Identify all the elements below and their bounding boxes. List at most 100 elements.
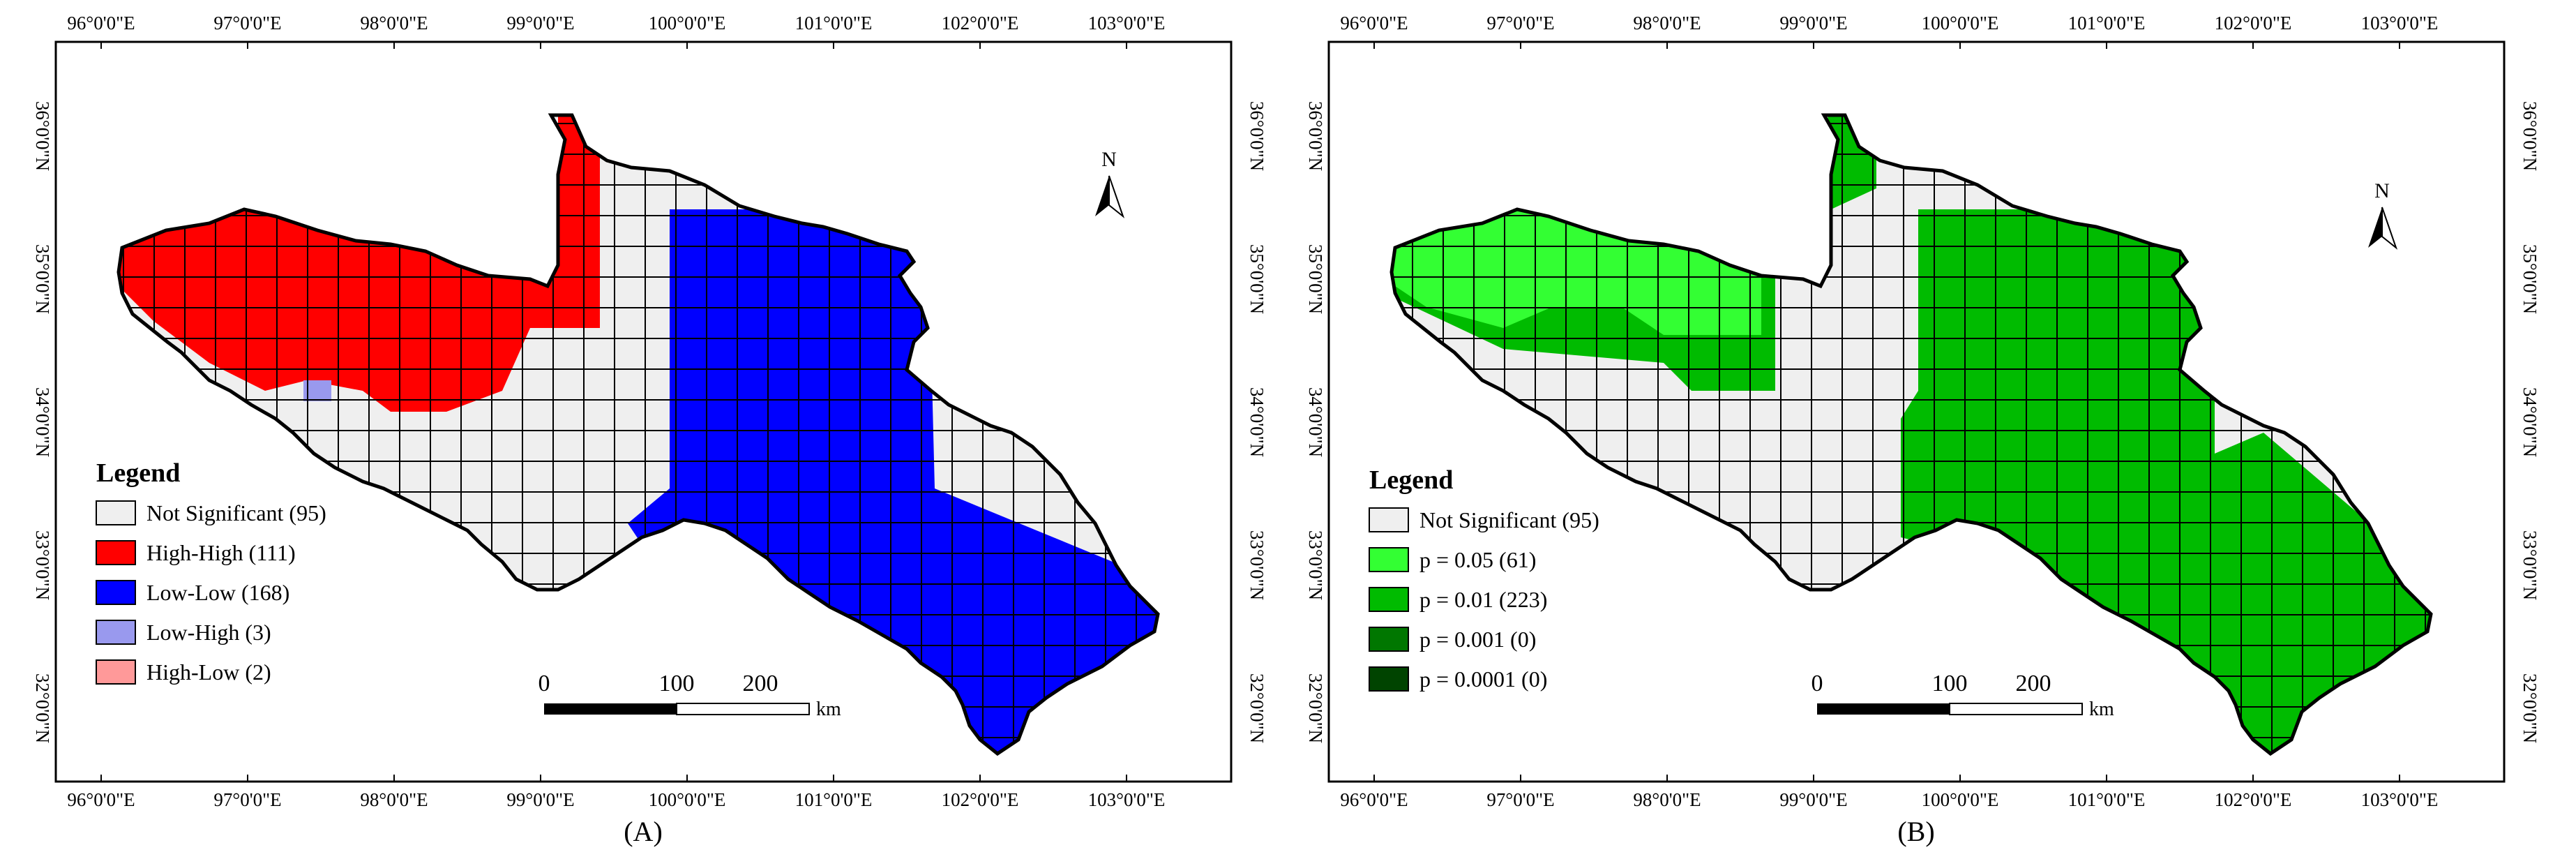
longitude-tick-label: 99°0'0"E: [1779, 13, 1847, 33]
panel-caption-a: (A): [624, 816, 663, 847]
legend-swatch: [96, 500, 136, 525]
legend-swatch: [1369, 587, 1409, 612]
latitude-tick-label: 33°0'0"N: [32, 530, 53, 600]
legend-item-label: High-High (111): [146, 540, 296, 565]
legend-item-label: Low-High (3): [146, 620, 271, 645]
latitude-tick-label: 35°0'0"N: [32, 244, 53, 314]
scale-tick-label: 0: [538, 671, 550, 696]
scale-bar-segment: [544, 703, 677, 715]
scale-unit-label: km: [816, 699, 841, 720]
longitude-tick-label: 101°0'0"E: [2068, 13, 2146, 33]
latitude-tick-label: 32°0'0"N: [2519, 673, 2540, 743]
north-arrow-b: N: [2368, 179, 2398, 250]
latitude-ticks-b: 36°0'0"N 36°0'0"N 35°0'0"N 35°0'0"N 34°0'0"N…: [1305, 101, 2540, 743]
scale-bar-b: 0 100 200 km: [1812, 671, 2115, 720]
longitude-tick-label: 99°0'0"E: [506, 13, 574, 33]
scale-tick-label: 200: [2016, 671, 2051, 696]
panel-a: 96°0'0"E 96°0'0"E 97°0'0"E 97°0'0"E 98°0'0"E…: [32, 13, 1267, 847]
latitude-tick-label: 36°0'0"N: [32, 101, 53, 171]
legend-b: Legend Not Significant (95) p = 0.05 (61)…: [1369, 465, 1599, 692]
longitude-tick-label: 101°0'0"E: [795, 13, 873, 33]
legend-swatch: [96, 620, 136, 645]
scale-tick-label: 100: [659, 671, 695, 696]
scale-tick-label: 200: [743, 671, 778, 696]
legend-title: Legend: [1369, 465, 1453, 495]
legend-item-label: p = 0.05 (61): [1419, 547, 1536, 572]
latitude-tick-label: 34°0'0"N: [32, 387, 53, 457]
scale-bar-segment: [1949, 703, 2083, 715]
panel-b: 96°0'0"E 96°0'0"E 97°0'0"E 97°0'0"E 98°0'0"E…: [1305, 13, 2540, 847]
longitude-tick-label: 100°0'0"E: [1922, 789, 1999, 810]
longitude-tick-label: 98°0'0"E: [1633, 13, 1701, 33]
longitude-tick-label: 103°0'0"E: [1088, 789, 1166, 810]
scale-unit-label: km: [2089, 699, 2114, 720]
latitude-tick-label: 34°0'0"N: [1246, 387, 1267, 457]
latitude-tick-label: 32°0'0"N: [1305, 673, 1326, 743]
longitude-tick-label: 96°0'0"E: [1340, 13, 1408, 33]
longitude-tick-label: 96°0'0"E: [67, 789, 135, 810]
north-arrow-a: N: [1095, 148, 1125, 218]
latitude-tick-label: 32°0'0"N: [32, 673, 53, 743]
latitude-tick-label: 33°0'0"N: [1305, 530, 1326, 600]
north-arrow-icon: [2368, 207, 2382, 248]
legend-swatch: [96, 580, 136, 605]
latitude-tick-label: 34°0'0"N: [1305, 387, 1326, 457]
latitude-tick-label: 35°0'0"N: [1246, 244, 1267, 314]
longitude-tick-label: 97°0'0"E: [1486, 13, 1554, 33]
longitude-tick-label: 102°0'0"E: [2215, 13, 2292, 33]
longitude-tick-label: 100°0'0"E: [1922, 13, 1999, 33]
longitude-tick-label: 100°0'0"E: [649, 789, 726, 810]
region-outline-b: [1389, 113, 2433, 756]
latitude-tick-label: 35°0'0"N: [1305, 244, 1326, 314]
legend-item-label: p = 0.0001 (0): [1419, 666, 1547, 692]
longitude-tick-label: 96°0'0"E: [67, 13, 135, 33]
legend-item-label: Low-Low (168): [146, 580, 289, 605]
longitude-tick-label: 97°0'0"E: [213, 13, 281, 33]
scale-tick-label: 100: [1932, 671, 1968, 696]
legend-item-label: Not Significant (95): [1419, 507, 1599, 532]
legend-swatch: [1369, 547, 1409, 572]
latitude-ticks-a: 36°0'0"N 36°0'0"N 35°0'0"N 35°0'0"N 34°0'0"N…: [32, 101, 1267, 743]
longitude-tick-label: 101°0'0"E: [795, 789, 873, 810]
legend-item-label: p = 0.01 (223): [1419, 587, 1547, 612]
longitude-tick-label: 102°0'0"E: [942, 13, 1019, 33]
longitude-ticks-a: 96°0'0"E 96°0'0"E 97°0'0"E 97°0'0"E 98°0'0"E…: [67, 13, 1165, 810]
longitude-tick-label: 96°0'0"E: [1340, 789, 1408, 810]
latitude-tick-label: 34°0'0"N: [2519, 387, 2540, 457]
scale-tick-label: 0: [1812, 671, 1823, 696]
longitude-tick-label: 102°0'0"E: [2215, 789, 2292, 810]
latitude-tick-label: 35°0'0"N: [2519, 244, 2540, 314]
scale-bar-a: 0 100 200 km: [538, 671, 842, 720]
scale-bar-segment: [1817, 703, 1950, 715]
north-arrow-label: N: [2374, 179, 2390, 202]
longitude-tick-label: 97°0'0"E: [1486, 789, 1554, 810]
longitude-tick-label: 103°0'0"E: [2361, 13, 2439, 33]
longitude-tick-label: 98°0'0"E: [360, 789, 428, 810]
longitude-tick-label: 102°0'0"E: [942, 789, 1019, 810]
legend-item-label: Not Significant (95): [146, 500, 326, 525]
longitude-tick-label: 103°0'0"E: [2361, 789, 2439, 810]
longitude-tick-label: 98°0'0"E: [1633, 789, 1701, 810]
latitude-tick-label: 36°0'0"N: [1305, 101, 1326, 171]
scale-bar-segment: [676, 703, 810, 715]
legend-swatch: [1369, 507, 1409, 532]
latitude-tick-label: 33°0'0"N: [2519, 530, 2540, 600]
north-arrow-label: N: [1101, 148, 1117, 171]
legend-a: Legend Not Significant (95) High-High (11…: [96, 458, 326, 685]
legend-title: Legend: [96, 458, 180, 488]
legend-swatch: [96, 659, 136, 685]
longitude-tick-label: 99°0'0"E: [1779, 789, 1847, 810]
longitude-tick-label: 98°0'0"E: [360, 13, 428, 33]
longitude-tick-label: 101°0'0"E: [2068, 789, 2146, 810]
latitude-tick-label: 32°0'0"N: [1246, 673, 1267, 743]
longitude-tick-label: 97°0'0"E: [213, 789, 281, 810]
north-arrow-icon: [1095, 176, 1109, 216]
legend-item-label: p = 0.001 (0): [1419, 627, 1536, 652]
region-outline-a: [116, 113, 1160, 756]
panel-caption-b: (B): [1897, 816, 1934, 847]
latitude-tick-label: 36°0'0"N: [2519, 101, 2540, 171]
longitude-tick-label: 103°0'0"E: [1088, 13, 1166, 33]
latitude-tick-label: 33°0'0"N: [1246, 530, 1267, 600]
latitude-tick-label: 36°0'0"N: [1246, 101, 1267, 171]
